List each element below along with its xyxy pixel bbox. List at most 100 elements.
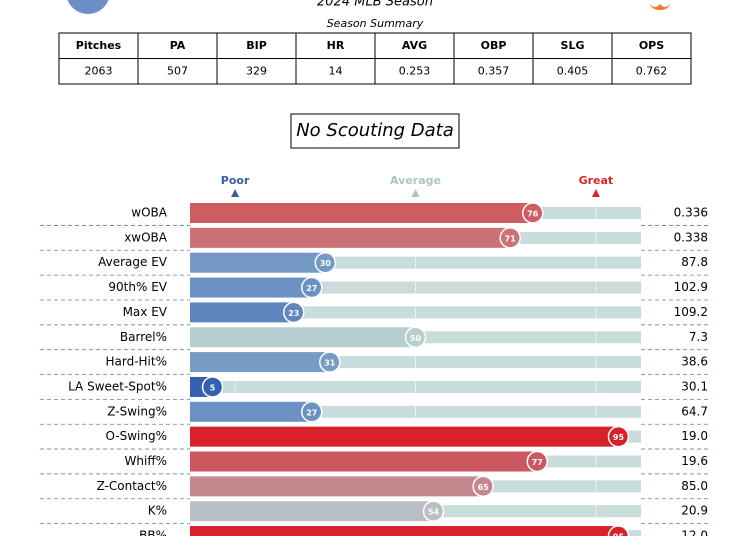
cell-text: 329 <box>246 64 267 77</box>
bar <box>190 352 330 373</box>
bar <box>190 227 511 248</box>
bar <box>190 252 326 273</box>
bar-value: 76 <box>527 210 539 219</box>
player-photo <box>67 0 109 14</box>
stat-value: 109.2 <box>674 305 708 319</box>
header-cell <box>453 32 534 59</box>
bar <box>190 401 312 422</box>
percentile-chart: Poor Average Great 76 wOBA 0.336 71 xwOBA 0.338 3… <box>40 174 708 536</box>
category-label: Average EV <box>98 255 168 269</box>
bar <box>190 327 416 348</box>
bar-value: 23 <box>288 309 299 318</box>
bar <box>190 426 619 447</box>
header-text: OPS <box>639 39 664 52</box>
bar-value: 31 <box>324 359 336 368</box>
header-text: Pitches <box>76 39 122 52</box>
scouting-box <box>290 113 460 149</box>
header-cell <box>137 32 218 59</box>
tick-label: Average <box>390 174 441 187</box>
cell <box>453 58 534 85</box>
cell-text: 14 <box>329 64 343 77</box>
header-cell <box>611 32 692 59</box>
category-label: wOBA <box>131 206 167 220</box>
scouting-text: No Scouting Data <box>296 120 454 141</box>
stat-value: 0.338 <box>674 230 708 244</box>
stat-value: 19.6 <box>681 454 708 468</box>
bar <box>190 476 484 497</box>
cell-text: 0.253 <box>399 64 431 77</box>
stat-value: 85.0 <box>681 479 708 493</box>
stat-value: 87.8 <box>681 255 708 269</box>
category-label: xwOBA <box>124 230 168 244</box>
tick-label: Great <box>579 174 614 187</box>
header-text: AVG <box>402 39 427 52</box>
table-title: Season Summary <box>327 17 424 30</box>
category-label: 90th% EV <box>108 280 167 294</box>
tick-marker <box>591 189 600 197</box>
team-logo <box>650 4 670 10</box>
bar-dot <box>201 376 224 398</box>
bar-value: 27 <box>306 408 317 417</box>
bar-value: 5 <box>210 383 216 392</box>
stat-value: 102.9 <box>674 280 708 294</box>
stat-value: 0.336 <box>674 206 708 220</box>
bar <box>190 526 619 536</box>
stat-value: 12.0 <box>681 529 708 536</box>
cell <box>374 58 455 85</box>
header-text: SLG <box>561 39 585 52</box>
bar-dot <box>319 351 341 373</box>
cell <box>611 58 692 85</box>
cell-text: 0.357 <box>478 64 510 77</box>
bar-dot <box>301 276 323 299</box>
bar <box>190 501 434 522</box>
category-label: Whiff% <box>125 454 167 468</box>
bar-dot <box>282 301 305 324</box>
stat-value: 30.1 <box>681 379 708 393</box>
header-cell <box>58 32 139 59</box>
bar <box>190 203 533 223</box>
bar-dot <box>314 251 337 274</box>
header-text: BIP <box>246 39 267 52</box>
bar <box>190 302 294 323</box>
bar-value: 95 <box>613 533 625 536</box>
header-text: PA <box>170 39 186 52</box>
bar-dot <box>404 326 427 348</box>
cell <box>137 58 218 85</box>
bar-value: 65 <box>478 483 490 492</box>
cell <box>295 58 376 85</box>
bar-dot <box>607 425 630 448</box>
category-label: BB% <box>139 529 167 536</box>
summary-table: Pitches PA BIP HR AVG OBP SLG OPS 2063 507 329 14 0.… <box>58 32 692 85</box>
bar-value: 50 <box>410 334 422 343</box>
cell <box>58 58 139 85</box>
bar-value: 71 <box>505 234 517 243</box>
bar-dot <box>526 450 549 473</box>
bar <box>190 277 312 298</box>
category-label: Z-Swing% <box>107 404 167 418</box>
header-text: OBP <box>481 39 507 52</box>
bar-dot <box>499 227 521 249</box>
category-label: Barrel% <box>120 330 167 344</box>
tick-marker <box>411 189 420 197</box>
cell-text: 0.762 <box>636 64 668 77</box>
bar-value: 54 <box>428 508 440 517</box>
bar-dot <box>301 401 323 423</box>
header-text: HR <box>327 39 345 52</box>
stat-value: 64.7 <box>681 404 708 418</box>
bar <box>190 451 538 472</box>
stat-value: 20.9 <box>681 504 708 518</box>
category-label: Hard-Hit% <box>105 355 167 369</box>
stat-value: 38.6 <box>681 355 708 369</box>
tick-marker <box>231 189 240 197</box>
category-label: LA Sweet-Spot% <box>68 379 167 393</box>
page-title: 2024 MLB Season <box>317 0 433 10</box>
bar-value: 27 <box>306 284 317 293</box>
cell-text: 507 <box>167 64 188 77</box>
bar-dot <box>422 500 445 522</box>
tick-label: Poor <box>221 174 250 187</box>
stat-value: 7.3 <box>689 330 708 344</box>
bar-value: 95 <box>613 433 625 442</box>
cell-text: 0.405 <box>557 64 589 77</box>
category-label: O-Swing% <box>106 429 168 443</box>
